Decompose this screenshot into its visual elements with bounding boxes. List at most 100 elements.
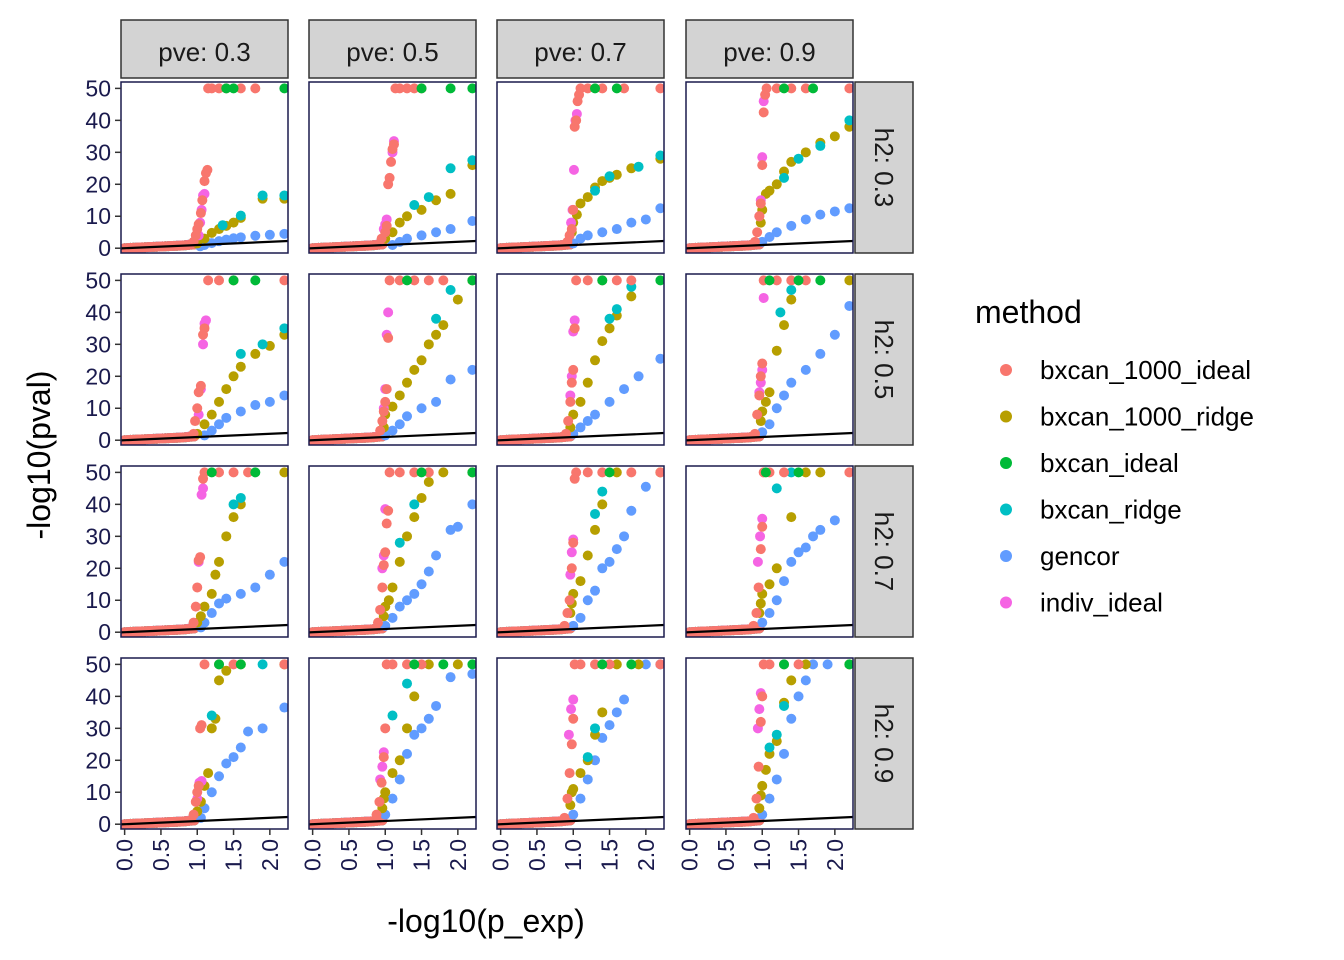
facet-panel <box>120 465 289 638</box>
point-bxcan_1000_ideal <box>375 425 386 436</box>
point-bxcan_1000_ridge <box>394 390 405 401</box>
point-bxcan_1000_ideal <box>195 380 206 391</box>
point-bxcan_1000_ideal <box>844 83 853 94</box>
x-tick-label: 1.5 <box>409 839 435 871</box>
point-bxcan_1000_ridge <box>445 188 456 199</box>
point-gencor <box>416 230 427 241</box>
point-bxcan_ideal <box>250 275 261 286</box>
point-gencor <box>387 793 398 804</box>
point-bxcan_1000_ridge <box>582 377 593 388</box>
x-tick-label: 0.0 <box>488 839 514 871</box>
row-facet-strips: h2: 0.3 h2: 0.5 h2: 0.7 h2: 0.9 <box>854 81 914 830</box>
point-bxcan_1000_ideal <box>565 396 576 407</box>
point-bxcan_1000_ridge <box>431 329 442 340</box>
point-bxcan_1000_ideal <box>380 723 391 734</box>
point-indiv_ideal <box>568 694 579 705</box>
point-indiv_ideal <box>754 704 765 715</box>
point-bxcan_1000_ideal <box>566 224 577 235</box>
point-gencor <box>264 396 275 407</box>
col-strip: pve: 0.9 <box>685 19 854 79</box>
point-bxcan_ridge <box>445 284 456 295</box>
point-gencor <box>786 713 797 724</box>
point-gencor <box>250 582 261 593</box>
point-bxcan_1000_ideal <box>566 377 577 388</box>
point-bxcan_ridge <box>409 499 420 510</box>
point-bxcan_1000_ideal <box>752 227 763 238</box>
point-gencor <box>786 377 797 388</box>
x-tick-label: 2.0 <box>633 839 659 871</box>
point-bxcan_1000_ridge <box>771 345 782 356</box>
point-bxcan_ideal <box>206 467 217 478</box>
point-gencor <box>214 598 225 609</box>
point-bxcan_ridge <box>815 140 826 151</box>
legend-entry: indiv_ideal <box>1000 588 1163 618</box>
point-bxcan_1000_ridge <box>633 659 644 670</box>
point-bxcan_1000_ridge <box>221 384 232 395</box>
point-gencor <box>640 659 651 670</box>
point-bxcan_ridge <box>235 348 246 359</box>
point-gencor <box>279 390 288 401</box>
point-bxcan_1000_ideal <box>203 275 214 286</box>
point-bxcan_1000_ideal <box>383 505 394 516</box>
y-tick-label: 20 <box>85 363 111 389</box>
point-gencor <box>800 214 811 225</box>
point-bxcan_1000_ideal <box>562 608 573 619</box>
point-gencor <box>779 390 790 401</box>
point-bxcan_1000_ideal <box>376 777 387 788</box>
point-bxcan_1000_ridge <box>203 768 214 779</box>
point-bxcan_1000_ideal <box>381 384 392 395</box>
panel-background <box>121 274 288 445</box>
point-bxcan_1000_ridge <box>228 512 239 523</box>
point-bxcan_1000_ideal <box>371 809 382 820</box>
point-bxcan_ridge <box>771 483 782 494</box>
point-gencor <box>815 524 826 535</box>
col-strip: pve: 0.3 <box>120 19 289 79</box>
point-bxcan_1000_ridge <box>764 185 775 196</box>
point-bxcan_1000_ridge <box>786 512 797 523</box>
y-tick-label: 0 <box>98 811 111 837</box>
point-bxcan_1000_ideal <box>378 406 389 417</box>
point-gencor <box>445 672 456 683</box>
x-tick-label: 0.5 <box>336 839 362 871</box>
point-bxcan_1000_ideal <box>597 83 608 94</box>
point-bxcan_ideal <box>597 659 608 670</box>
strip-background <box>854 465 914 638</box>
x-tick-label: 2.0 <box>257 839 283 871</box>
legend: method bxcan_1000_ideal bxcan_1000_ridgeb… <box>975 294 1254 618</box>
point-bxcan_ridge <box>387 710 398 721</box>
point-bxcan_1000_ridge <box>195 611 206 622</box>
point-bxcan_1000_ideal <box>378 560 389 571</box>
point-gencor <box>764 232 775 243</box>
point-bxcan_1000_ideal <box>575 659 586 670</box>
point-bxcan_1000_ridge <box>206 588 217 599</box>
point-bxcan_ideal <box>793 467 804 478</box>
point-bxcan_1000_ideal <box>786 275 797 286</box>
panel-border <box>120 657 289 830</box>
point-bxcan_1000_ideal <box>228 467 239 478</box>
point-bxcan_1000_ideal <box>402 659 413 670</box>
point-bxcan_1000_ideal <box>374 796 385 807</box>
panel-border <box>120 81 289 254</box>
point-bxcan_1000_ridge <box>221 665 232 676</box>
point-bxcan_ridge <box>655 150 664 161</box>
point-gencor <box>611 224 622 235</box>
point-bxcan_1000_ridge <box>423 476 434 487</box>
point-bxcan_ridge <box>779 700 790 711</box>
panel-border <box>685 81 854 254</box>
point-bxcan_1000_ideal <box>384 275 395 286</box>
point-bxcan_1000_ridge <box>199 601 210 612</box>
facet-panels <box>120 81 854 830</box>
point-bxcan_ridge <box>844 115 853 126</box>
point-gencor <box>431 227 442 238</box>
legend-title: method <box>975 294 1082 330</box>
point-bxcan_1000_ideal <box>571 467 582 478</box>
point-gencor <box>431 700 442 711</box>
point-gencor <box>619 531 630 542</box>
point-gencor <box>279 228 288 239</box>
point-bxcan_1000_ideal <box>611 275 622 286</box>
y-tick-label: 0 <box>98 235 111 261</box>
point-bxcan_1000_ideal <box>279 659 288 670</box>
point-bxcan_1000_ridge <box>394 217 405 228</box>
point-bxcan_ridge <box>409 200 420 211</box>
panel-border <box>496 81 665 254</box>
